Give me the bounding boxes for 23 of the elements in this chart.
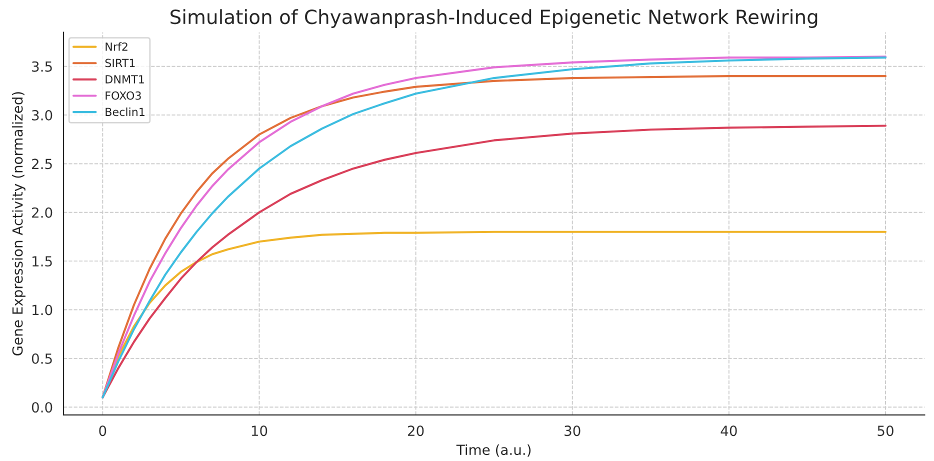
legend-label: DNMT1 <box>106 75 144 84</box>
legend-label: Beclin1 <box>106 108 144 116</box>
y-tick-label: 2.0 <box>32 207 52 218</box>
x-tick-label: 10 <box>252 426 268 436</box>
x-tick-label: 30 <box>564 426 580 436</box>
y-tick-label: 1.0 <box>32 304 52 316</box>
legend-label: SIRT1 <box>105 58 135 68</box>
x-tick-label: 40 <box>720 426 737 436</box>
y-tick-label: 0.0 <box>32 402 52 413</box>
y-tick-label: 0.5 <box>32 353 52 364</box>
x-tick-label: 0 <box>99 426 106 436</box>
y-axis-title: Gene Expression Activity (normalized) <box>12 92 26 356</box>
legend-label: Nrf2 <box>106 42 128 51</box>
x-tick-label: 20 <box>408 426 424 436</box>
line-series <box>102 124 887 398</box>
legend-label: FOXO3 <box>106 91 141 100</box>
y-tick-label: 3.5 <box>32 61 52 72</box>
y-tick-label: 2.5 <box>32 158 52 170</box>
x-axis-title: Time (a.u.) <box>456 444 531 457</box>
y-tick-label: 3.0 <box>32 110 52 120</box>
chart-title: Simulation of Chyawanprash-Induced Epigenetic Network Rewiring <box>170 9 818 28</box>
y-tick-label: 1.5 <box>32 256 52 267</box>
x-tick-label: 50 <box>878 426 894 436</box>
